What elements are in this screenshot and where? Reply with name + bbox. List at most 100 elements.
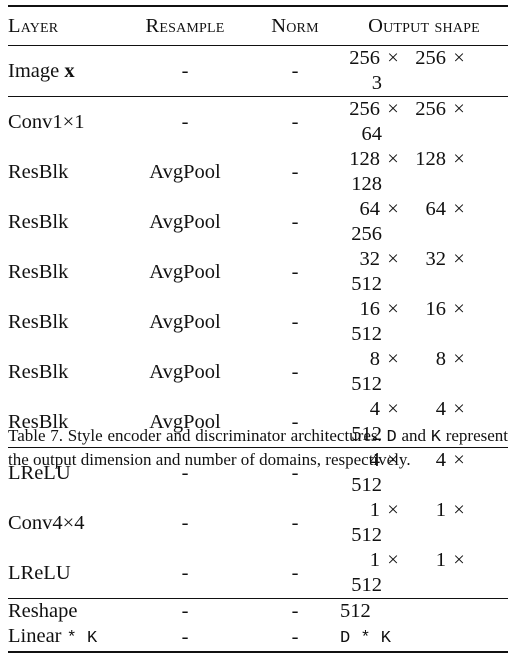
cell-layer: ResBlk: [8, 247, 120, 297]
shape-dim-3: 64: [361, 123, 383, 145]
cell-resample: -: [120, 598, 250, 624]
cell-norm: -: [291, 160, 299, 183]
cell-layer: ResBlk: [8, 297, 120, 347]
times-symbol: ×: [453, 449, 465, 471]
times-symbol: ×: [387, 148, 399, 170]
layer-name: Conv4×4: [8, 511, 85, 534]
shape-dim-2: 4: [435, 398, 446, 420]
shape-dim-2: 32: [425, 248, 447, 270]
caption-symbol-d: D: [386, 428, 397, 447]
shape-dim-2: 1: [435, 499, 446, 521]
table-row: ResBlk AvgPool -4 × 4 ×512: [8, 397, 508, 448]
shape-dim-3: 512: [351, 373, 382, 395]
table-row: LReLU - -1 × 1 ×512: [8, 548, 508, 599]
cell-output-shape: D * K: [340, 624, 508, 653]
shape-dim-2: 64: [425, 198, 447, 220]
cell-resample: AvgPool: [149, 310, 221, 333]
shape-dim-1: 1: [369, 499, 380, 521]
shape-dim-2: 128: [415, 148, 446, 170]
shape-dim-1: 32: [359, 248, 381, 270]
cell-resample: -: [181, 561, 189, 584]
cell-resample: -: [181, 59, 189, 82]
cell-resample: AvgPool: [149, 260, 221, 283]
layer-name: Linear: [8, 625, 67, 647]
layer-suffix: * K: [66, 629, 98, 648]
cell-layer: ResBlk: [8, 197, 120, 247]
caption-text-2: and: [396, 426, 431, 445]
cell-norm: -: [250, 598, 340, 624]
layer-name: ResBlk: [8, 360, 69, 383]
cell-norm: -: [291, 59, 299, 82]
cell-layer: Linear * K: [8, 624, 120, 653]
shape-dim-3: 512: [351, 423, 382, 445]
layer-name: ResBlk: [8, 210, 69, 233]
times-symbol: ×: [387, 499, 399, 521]
cell-norm: -: [291, 410, 299, 433]
layer-name: LReLU: [8, 461, 71, 484]
shape-dim-2: 8: [435, 348, 446, 370]
cell-layer: Conv1×1: [8, 96, 120, 147]
cell-output-shape: 256 × 256 ×64: [340, 96, 508, 147]
shape-dim-1: 16: [359, 298, 381, 320]
times-symbol: ×: [453, 148, 465, 170]
table-row: LReLU - -4 × 4 ×512: [8, 447, 508, 498]
times-symbol: ×: [387, 198, 399, 220]
times-symbol: ×: [387, 549, 399, 571]
shape-dim-1: 8: [369, 348, 380, 370]
cell-output-shape: 128 × 128 ×128: [340, 147, 508, 197]
cell-output-shape: 1 × 1 ×512: [340, 548, 508, 599]
cell-output-shape: 512: [340, 598, 508, 624]
times-symbol: ×: [453, 98, 465, 120]
shape-dim-3: 512: [351, 323, 382, 345]
shape-dim-3: 512: [351, 273, 382, 295]
table-row: ResBlk AvgPool -16 × 16 ×512: [8, 297, 508, 347]
cell-resample: -: [181, 511, 189, 534]
shape-dim-1: 256: [349, 98, 380, 120]
shape-dim-1: 1: [369, 549, 380, 571]
cell-resample: AvgPool: [149, 160, 221, 183]
times-symbol: ×: [453, 398, 465, 420]
cell-resample: AvgPool: [149, 360, 221, 383]
header-norm: Norm: [271, 15, 319, 37]
cell-layer: ResBlk: [8, 147, 120, 197]
times-symbol: ×: [453, 248, 465, 270]
cell-output-shape: 4 × 4 ×512: [340, 397, 508, 448]
layer-name: ResBlk: [8, 410, 69, 433]
table-row: ResBlk AvgPool -32 × 32 ×512: [8, 247, 508, 297]
table-row: Reshape - -512: [8, 598, 508, 624]
cell-layer: Reshape: [8, 598, 120, 624]
caption-symbol-k: K: [430, 428, 441, 447]
shape-dim-3: 512: [351, 524, 382, 546]
cell-norm: -: [291, 260, 299, 283]
cell-resample: AvgPool: [149, 210, 221, 233]
cell-output-shape: 4 × 4 ×512: [340, 447, 508, 498]
times-symbol: ×: [387, 449, 399, 471]
times-symbol: ×: [387, 298, 399, 320]
cell-layer: Image x: [8, 46, 120, 97]
table-row: Image x - -256 × 256 ×3: [8, 46, 508, 97]
shape-dim-2: 4: [435, 449, 446, 471]
times-symbol: ×: [453, 298, 465, 320]
caption-text-3: represent the output dimension and numbe…: [8, 426, 508, 469]
layer-name: ResBlk: [8, 160, 69, 183]
shape-dim-3: 512: [351, 574, 382, 596]
cell-layer: ResBlk: [8, 347, 120, 397]
times-symbol: ×: [387, 398, 399, 420]
shape-dim-1: 128: [349, 148, 380, 170]
times-symbol: ×: [453, 47, 465, 69]
table-row: Conv1×1- -256 × 256 ×64: [8, 96, 508, 147]
shape-dim-1: 4: [369, 398, 380, 420]
cell-output-shape: 64 × 64 ×256: [340, 197, 508, 247]
times-symbol: ×: [387, 47, 399, 69]
cell-output-shape: 32 × 32 ×512: [340, 247, 508, 297]
layer-symbol: x: [64, 59, 75, 82]
cell-resample: -: [120, 447, 250, 498]
times-symbol: ×: [453, 499, 465, 521]
cell-layer: LReLU: [8, 548, 120, 599]
shape-dim-2: 1: [435, 549, 446, 571]
cell-norm: -: [250, 624, 340, 653]
header-resample: Resample: [145, 15, 225, 37]
shape-dim-3: 3: [371, 72, 382, 94]
cell-layer: LReLU: [8, 447, 120, 498]
layer-name: Reshape: [8, 600, 78, 622]
